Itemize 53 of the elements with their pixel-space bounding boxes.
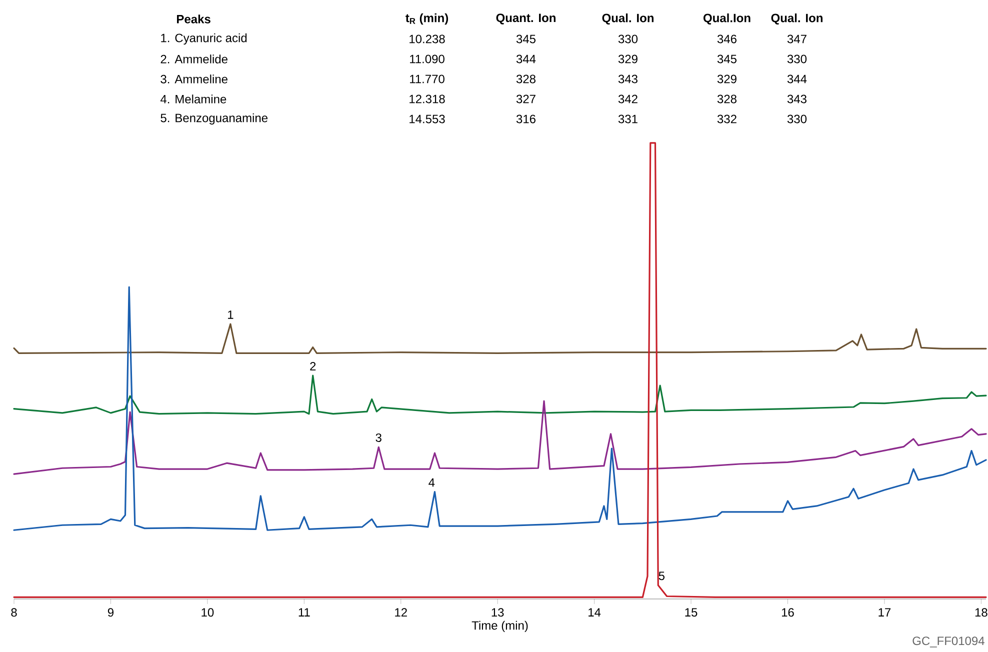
text: 329 <box>717 74 736 84</box>
text: 332 <box>717 114 736 124</box>
text: 343 <box>618 74 638 84</box>
annotation: 4 <box>428 478 435 487</box>
text: 11.770 <box>410 74 444 84</box>
x-tick-label: 18 <box>975 608 988 617</box>
text: 10.238 <box>410 34 445 44</box>
text: 4. Melamine <box>160 94 226 104</box>
text: 346 <box>717 34 736 44</box>
text: 345 <box>516 34 536 44</box>
text: 316 <box>516 114 536 124</box>
text: 327 <box>516 94 536 104</box>
text: 343 <box>787 94 806 104</box>
text: Peaks <box>177 14 210 24</box>
text: 347 <box>787 34 806 44</box>
text: 12.318 <box>410 94 445 104</box>
annotation: 1 <box>228 310 234 319</box>
x-tick-label: 15 <box>685 608 698 617</box>
text: 330 <box>618 34 638 44</box>
x-tick-label: 16 <box>782 608 794 617</box>
text: 344 <box>516 54 536 64</box>
x-tick-label: 11 <box>298 608 310 616</box>
text: 328 <box>516 74 536 84</box>
text: 344 <box>787 74 807 84</box>
text: 14.553 <box>410 114 445 124</box>
x-tick-label: 12 <box>395 608 407 617</box>
annotation: 2 <box>310 362 316 370</box>
text: 5. Benzoguanamine <box>160 113 268 125</box>
text: 328 <box>717 94 736 104</box>
x-tick-label: 14 <box>588 608 601 616</box>
text: 330 <box>787 114 807 124</box>
text: Qual. Ion <box>602 13 654 25</box>
text: Quant. Ion <box>496 14 556 24</box>
text: 11.090 <box>410 54 444 64</box>
x-tick-label: 9 <box>108 608 114 617</box>
text: t$_{R}$ (min) <box>406 13 448 25</box>
x-tick-label: 13 <box>492 608 504 617</box>
text: GC_FF01094 <box>912 636 984 648</box>
x-tick-label: 17 <box>878 608 891 616</box>
x-tick-label: 10 <box>202 608 214 617</box>
x-tick-label: 8 <box>11 608 17 617</box>
x-axis-title: Time (min) <box>472 620 528 632</box>
text: 329 <box>618 54 638 64</box>
text: 331 <box>618 114 638 124</box>
text: 342 <box>618 94 638 104</box>
text: 2. Ammelide <box>160 54 228 64</box>
annotation: 3 <box>376 433 382 442</box>
text: 345 <box>717 54 737 64</box>
text: 3. Ammeline <box>160 74 228 84</box>
text: Qual. Ion <box>771 13 822 25</box>
text: 1. Cyanuric acid <box>161 33 247 45</box>
text: Qual.Ion <box>704 13 750 25</box>
text: 330 <box>787 54 807 64</box>
